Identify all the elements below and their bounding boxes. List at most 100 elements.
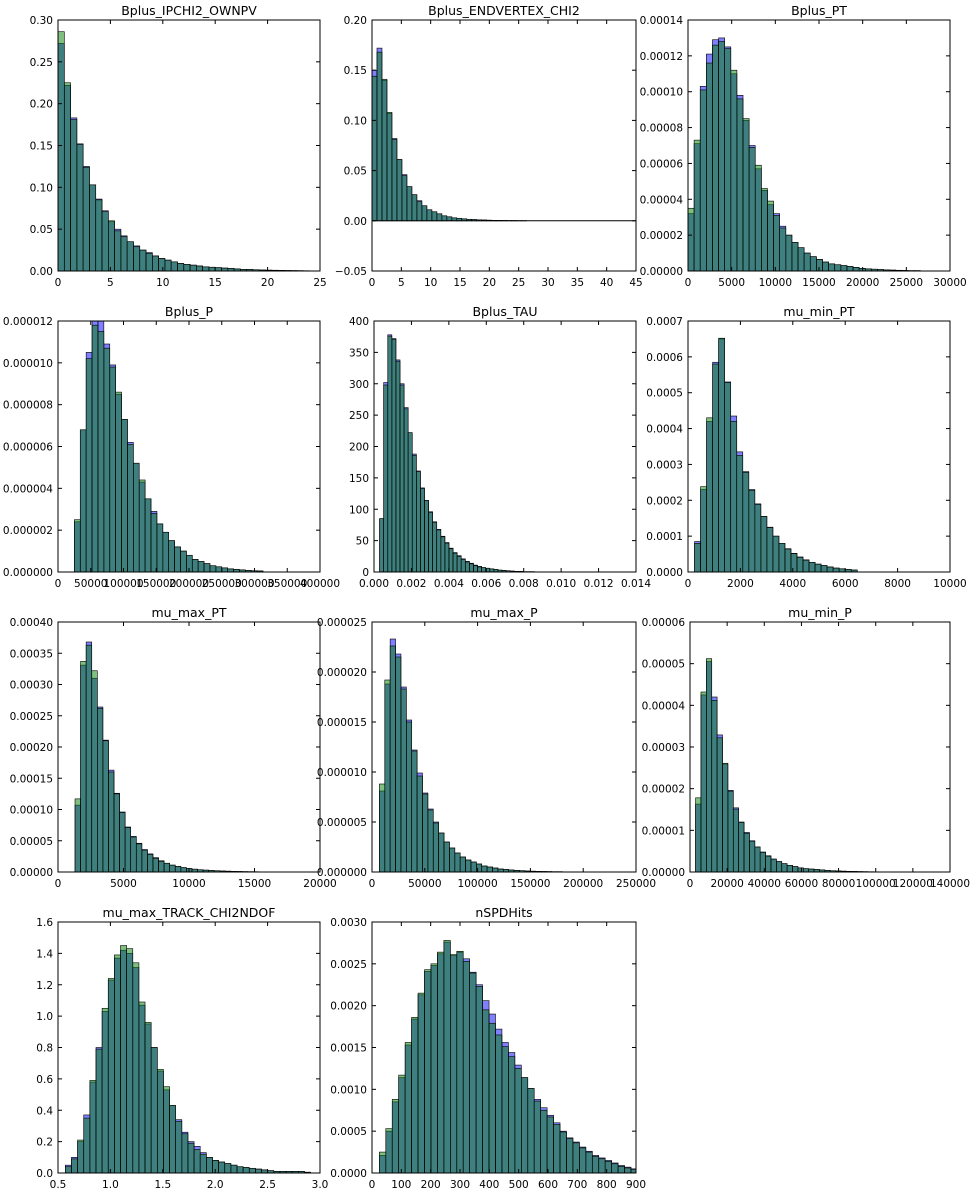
- histogram-bar-green: [158, 258, 166, 271]
- chart-title: nSPDHits: [475, 905, 532, 920]
- bars-group: [372, 47, 527, 222]
- histogram-bar-green: [724, 382, 732, 572]
- x-tick-label: 250000: [202, 578, 242, 590]
- histogram-bar-green: [95, 1048, 103, 1173]
- histogram-bar-green: [152, 857, 159, 872]
- histogram-bar-green: [170, 261, 178, 271]
- y-tick-label: 0.00020: [10, 742, 53, 754]
- histogram-bar-green: [420, 488, 425, 572]
- histogram-bar-green: [406, 721, 413, 872]
- x-tick-label: 0.002: [396, 578, 426, 590]
- histogram-bar-green: [437, 951, 445, 1173]
- bars-group: [695, 658, 917, 872]
- x-tick-label: 150000: [136, 578, 176, 590]
- histogram-bar-green: [786, 865, 793, 872]
- histogram-bar-green: [797, 247, 805, 271]
- histogram-bar-green: [443, 841, 450, 872]
- histogram-bar-green: [700, 486, 707, 572]
- axes-frame: [371, 19, 637, 272]
- histogram-bar-green: [436, 213, 443, 222]
- histogram-bar-green: [135, 843, 143, 872]
- y-tick-label: 0.00035: [10, 648, 53, 660]
- histogram-bar-green: [180, 867, 187, 872]
- histogram-bar-green: [481, 865, 488, 872]
- histogram-bar-green: [695, 797, 702, 872]
- histogram-bar-green: [688, 207, 695, 271]
- y-tick-label: 0.000010: [3, 358, 53, 370]
- x-tick-label: 100: [391, 1179, 411, 1191]
- y-tick-label: 1.2: [36, 980, 53, 992]
- chart-title: Bplus_PT: [791, 3, 847, 18]
- histogram-bar-green: [411, 1017, 419, 1173]
- y-tick-label: 0.00005: [10, 836, 53, 848]
- x-tick-label: 6000: [832, 578, 859, 590]
- x-tick-label: 250000: [616, 878, 656, 890]
- x-tick-label: 10: [424, 277, 437, 289]
- histogram-bar-green: [114, 230, 122, 271]
- histogram-bar-green: [177, 263, 185, 271]
- histogram-bar-green: [779, 227, 787, 271]
- histogram-bar-green: [617, 1166, 625, 1173]
- histogram-bar-green: [514, 1068, 522, 1173]
- histogram-bar-green: [611, 1163, 619, 1173]
- y-tick-label: 100: [349, 504, 369, 516]
- y-tick-label: 0.4: [36, 1105, 53, 1117]
- histogram-bar-green: [792, 866, 799, 872]
- y-tick-label: 0.00006: [640, 158, 684, 170]
- x-tick-label: 15000: [238, 878, 271, 890]
- histogram-panel: 0.5 1.0 1.5 2.0 2.5 3.0 0.0 0.2 0.4 0.6 0.8 1.0 1.2 1…: [36, 905, 328, 1191]
- histogram-bar-green: [157, 1069, 164, 1173]
- histogram-bar-green: [432, 522, 438, 572]
- histogram-bar-green: [85, 358, 93, 572]
- x-tick-label: 10: [156, 277, 169, 289]
- histogram-bar-green: [706, 417, 713, 572]
- bars-group: [688, 37, 927, 271]
- histogram-bar-green: [391, 1099, 399, 1173]
- histogram-bar-green: [65, 1166, 72, 1173]
- histogram-bar-green: [416, 471, 421, 572]
- x-tick-label: 35: [571, 277, 584, 289]
- x-tick-label: 20000: [710, 878, 743, 890]
- histogram-bar-green: [802, 559, 810, 572]
- histogram-bar-green: [730, 421, 738, 572]
- histogram-bar-green: [566, 1138, 574, 1173]
- y-tick-label: 0.10: [344, 115, 367, 127]
- histogram-bar-green: [396, 159, 403, 222]
- histogram-bar-green: [441, 215, 448, 222]
- histogram-bar-green: [58, 31, 65, 271]
- histogram-bar-green: [109, 366, 116, 572]
- histogram-bar-green: [449, 847, 456, 872]
- x-tick-label: 900: [626, 1179, 646, 1191]
- histogram-bar-green: [236, 1166, 244, 1173]
- histogram-bar-green: [181, 1133, 189, 1173]
- y-tick-label: 0.15: [344, 65, 367, 77]
- histogram-bar-green: [430, 963, 438, 1173]
- y-tick-label: 0.000004: [3, 483, 53, 495]
- histogram-bar-green: [91, 324, 99, 572]
- histogram-bar-green: [63, 82, 71, 271]
- y-tick-label: 0.25: [30, 57, 53, 69]
- histogram-bar-green: [477, 566, 482, 572]
- histogram-bar-green: [156, 523, 164, 572]
- histogram-bar-green: [791, 242, 799, 271]
- x-tick-label: 300000: [234, 578, 274, 590]
- x-tick-label: 0: [55, 277, 62, 289]
- y-tick-label: 0.30: [30, 15, 53, 27]
- x-tick-label: 5000: [110, 878, 137, 890]
- histogram-bar-green: [416, 775, 423, 872]
- histogram-bar-green: [208, 266, 216, 271]
- histogram-panel: 0 5000 10000 15000 20000 25000 30000 0.00000 0.0…: [640, 3, 967, 289]
- histogram-bar-green: [255, 1168, 262, 1173]
- histogram-bar-green: [591, 1155, 600, 1173]
- x-tick-label: 0.014: [621, 578, 651, 590]
- histogram-bar-green: [742, 118, 750, 271]
- histogram-bar-green: [469, 563, 474, 572]
- histogram-bar-green: [407, 432, 413, 572]
- bars-group: [58, 31, 310, 271]
- y-tick-label: 0.00004: [640, 194, 684, 206]
- histogram-bar-green: [417, 992, 425, 1173]
- x-tick-label: 2.0: [207, 1179, 224, 1191]
- histogram-bar-green: [481, 567, 486, 572]
- y-tick-label: 0.00000: [10, 867, 53, 879]
- histogram-bar-green: [443, 940, 451, 1173]
